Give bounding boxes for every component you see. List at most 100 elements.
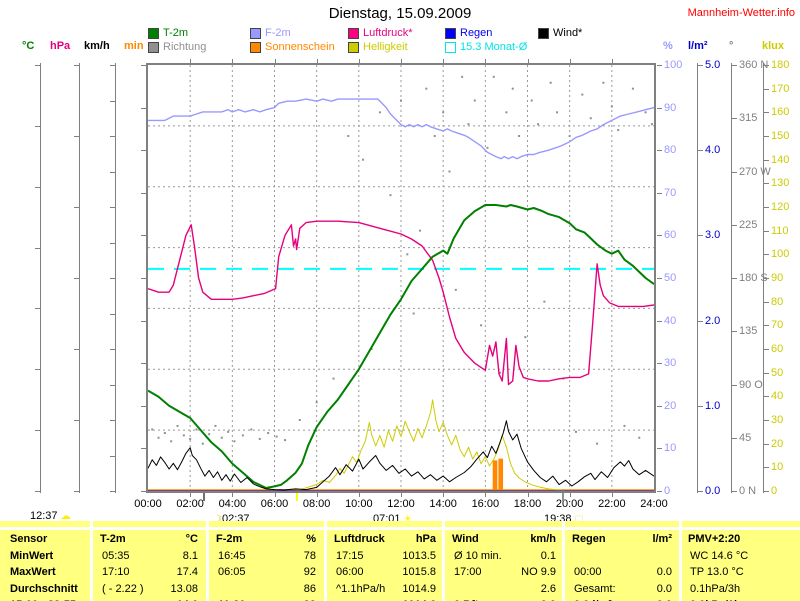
x-axis-tick-top — [275, 59, 276, 63]
axis-tick-label-humidity: 50 — [664, 272, 677, 284]
table-cell: 00:00 — [574, 566, 602, 578]
direction-dot — [189, 437, 192, 440]
axis-tick-sunshine-min — [141, 321, 146, 322]
legend-item-15-3-monat-[interactable]: 15.3 Monat-Ø — [445, 41, 527, 53]
table-header-unit: km/h — [530, 533, 556, 545]
x-axis-tick — [232, 493, 233, 497]
legend-swatch — [348, 27, 359, 39]
table-cell-value: 0.0 — [450, 597, 556, 601]
direction-dot — [650, 123, 653, 126]
x-axis-tick-top — [232, 59, 233, 63]
legend-item-luftdruck-[interactable]: Luftdruck* — [348, 27, 413, 39]
direction-dot — [556, 111, 559, 114]
legend-label: F-2m — [265, 27, 291, 39]
direction-dot — [195, 428, 198, 431]
axis-tick-wind-kmh — [110, 385, 115, 386]
axis-line-temp-c — [40, 63, 41, 493]
direction-dot — [425, 87, 428, 90]
axis-tick-brightness — [764, 396, 769, 397]
legend-swatch — [445, 41, 456, 53]
legend-item-f-2m[interactable]: F-2m — [250, 27, 291, 39]
sun-icon: ☀ — [400, 514, 413, 525]
table-cell: TP 13.0 °C — [690, 566, 744, 578]
moon-icon: ☽ — [213, 514, 222, 525]
table-row-label: MaxWert — [10, 566, 56, 578]
axis-tick-label-direction: 135 — [739, 325, 758, 337]
table-cell-value: 1014.6 — [332, 597, 436, 601]
direction-dot — [176, 424, 179, 427]
axis-tick-label-brightness: 160 — [771, 106, 790, 118]
axis-unit-temp-c: °C — [22, 40, 35, 52]
axis-tick-temp-c — [35, 248, 40, 249]
table-cell: 17:00 — [454, 566, 482, 578]
x-axis-label: 22:00 — [598, 498, 626, 510]
axis-tick-pressure — [74, 278, 79, 279]
table-cell: 06:00 — [336, 566, 364, 578]
direction-dot — [267, 432, 270, 435]
x-axis-tick — [528, 493, 529, 497]
legend-item-richtung[interactable]: Richtung — [148, 41, 206, 53]
direction-dot — [400, 99, 402, 102]
table-cell-value: 0.0 — [570, 597, 672, 601]
legend-item-helligkeit[interactable]: Helligkeit — [348, 41, 408, 53]
table-cell: 0.0kPa/1h — [690, 597, 741, 601]
table-row-label: Durchschnitt — [10, 583, 78, 595]
direction-dot — [227, 430, 230, 433]
x-axis-tick — [485, 493, 486, 497]
series-luftdruck — [148, 220, 654, 386]
table-header-PMV+2:20: PMV+2:20 — [688, 533, 741, 545]
legend-swatch — [250, 41, 261, 53]
axis-tick-label-humidity: 30 — [664, 357, 677, 369]
legend-item-t-2m[interactable]: T-2m — [148, 27, 188, 39]
site-link[interactable]: Mannheim-Wetter.info — [687, 7, 795, 19]
direction-dot — [163, 432, 166, 435]
axis-tick-wind-kmh — [110, 101, 115, 102]
series-t-2m — [148, 204, 654, 489]
direction-dot — [208, 433, 211, 436]
legend-item-regen[interactable]: Regen — [445, 27, 492, 39]
direction-dot — [201, 442, 204, 445]
table-header-F-2m: F-2m — [216, 533, 243, 545]
x-axis-tick-top — [528, 59, 529, 63]
table-cell: ( - 2.22 ) — [102, 583, 144, 595]
axis-tick-brightness — [764, 325, 769, 326]
axis-tick-label-brightness: 120 — [771, 201, 790, 213]
direction-dot — [623, 424, 626, 427]
axis-tick-humidity — [657, 193, 662, 194]
legend-item-sonnenschein[interactable]: Sonnenschein — [250, 41, 335, 53]
axis-tick-wind-kmh — [110, 420, 115, 421]
direction-dot — [170, 440, 173, 443]
x-axis-label: 16:00 — [471, 498, 500, 510]
direction-dot — [433, 135, 436, 137]
cloud-icon: ☁ — [60, 511, 71, 522]
axis-tick-temp-c — [35, 369, 40, 370]
direction-dot — [518, 135, 521, 137]
axis-tick-wind-kmh — [110, 136, 115, 137]
table-header-Regen: Regen — [572, 533, 606, 545]
axis-tick-label-humidity: 20 — [664, 400, 677, 412]
table-cell-value: 0.1 — [540, 550, 556, 562]
axis-tick-direction — [732, 438, 737, 439]
direction-dot — [151, 428, 154, 431]
axis-tick-humidity — [657, 278, 662, 279]
axis-tick-sunshine-min — [141, 491, 146, 492]
direction-dot — [638, 436, 641, 439]
axis-unit-brightness: klux — [762, 40, 785, 52]
axis-tick-pressure — [74, 349, 79, 350]
axis-tick-wind-kmh — [110, 172, 115, 173]
axis-tick-pressure — [74, 420, 79, 421]
x-axis-label: 14:00 — [429, 498, 457, 510]
axis-tick-label-direction: 315 — [739, 112, 758, 124]
direction-dot — [644, 111, 647, 114]
direction-dot — [412, 312, 415, 315]
axis-tick-direction — [732, 331, 737, 332]
legend-item-wind-[interactable]: Wind* — [538, 27, 582, 39]
direction-dot — [549, 81, 552, 84]
axis-unit-sunshine-min: min — [124, 40, 144, 52]
direction-dot — [378, 111, 381, 114]
axis-tick-label-brightness: 130 — [771, 177, 790, 189]
x-axis-tick — [443, 493, 444, 497]
axis-tick-sunshine-min — [141, 448, 146, 449]
axis-tick-label-brightness: 90 — [771, 272, 784, 284]
axis-tick-label-humidity: 60 — [664, 229, 677, 241]
